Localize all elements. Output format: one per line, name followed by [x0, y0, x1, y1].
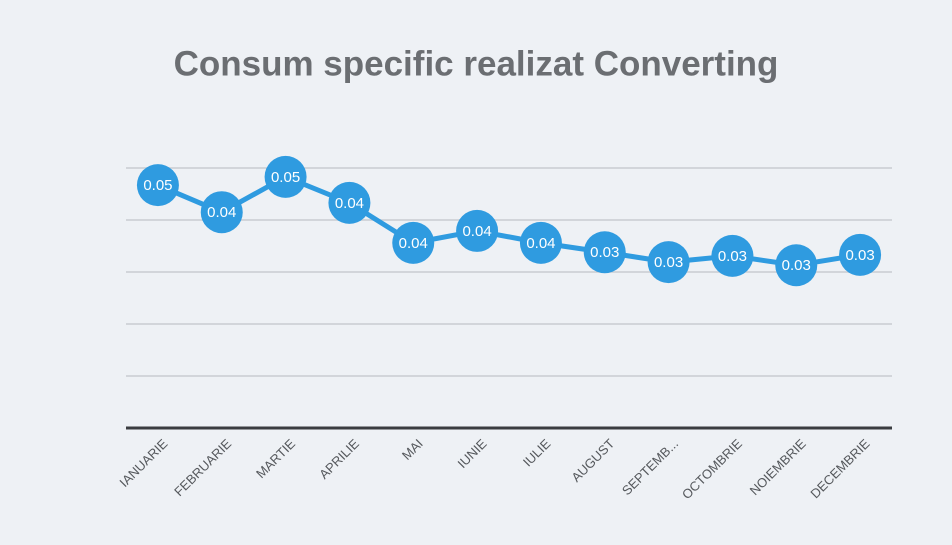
data-label: 0.03 — [845, 247, 874, 264]
data-label: 0.04 — [526, 235, 555, 252]
data-point — [264, 155, 307, 198]
data-point — [392, 221, 435, 264]
data-point — [328, 181, 371, 224]
data-point — [647, 241, 690, 284]
data-label: 0.03 — [782, 257, 811, 274]
data-point — [583, 231, 626, 274]
data-label: 0.04 — [335, 195, 364, 212]
data-label: 0.04 — [462, 223, 491, 240]
data-point — [519, 221, 562, 264]
data-label: 0.04 — [399, 235, 428, 252]
data-point — [839, 233, 882, 276]
data-point — [775, 244, 818, 287]
data-label: 0.03 — [590, 244, 619, 261]
data-label: 0.03 — [654, 254, 683, 271]
data-point — [456, 209, 499, 252]
data-point — [711, 234, 754, 277]
chart-title: Consum specific realizat Converting — [174, 44, 779, 83]
data-point — [136, 164, 179, 207]
data-label: 0.04 — [207, 204, 236, 221]
data-label: 0.05 — [143, 177, 172, 194]
data-label: 0.05 — [271, 169, 300, 186]
data-label: 0.03 — [718, 248, 747, 265]
data-point — [200, 191, 243, 234]
